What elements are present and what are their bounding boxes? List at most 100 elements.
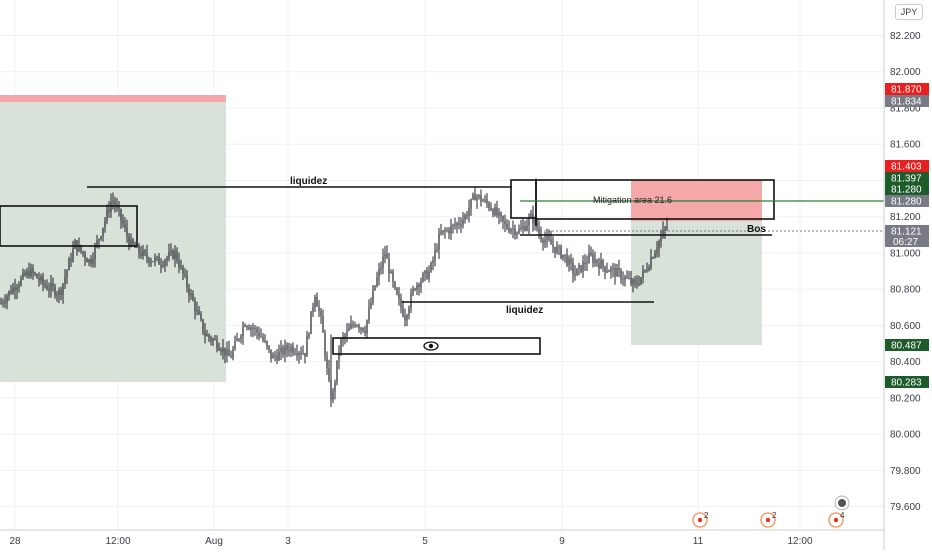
candle-body (438, 233, 440, 251)
candle-body (286, 345, 288, 350)
candle-body (186, 275, 188, 288)
time-axis[interactable]: 28 12:00 Aug 3 5 9 11 12:00 (0, 529, 884, 547)
candle-body (74, 240, 76, 249)
candle-body (446, 229, 448, 231)
candle-body (130, 239, 132, 247)
candle-body (354, 325, 356, 327)
y-tick-label: 79.800 (890, 466, 921, 477)
candle-body (640, 277, 642, 284)
y-tick-label: 80.000 (890, 430, 921, 441)
candle-body (458, 223, 460, 225)
event-markers[interactable]: 2 2 4 (692, 495, 850, 528)
candle-body (178, 260, 180, 268)
candle-body (72, 248, 74, 261)
candle-body (626, 276, 628, 279)
candle-body (270, 349, 272, 359)
price-axis[interactable]: 79.600 79.800 80.000 80.200 80.400 80.600 80.8… (883, 0, 929, 550)
candle-body (24, 272, 26, 276)
candle-body (220, 350, 222, 352)
candle-body (78, 245, 80, 251)
candle-body (176, 250, 178, 261)
candle-body (556, 246, 558, 253)
candle-body (258, 332, 260, 337)
candle-body (508, 228, 510, 232)
candle-body (334, 382, 336, 392)
candle-body (94, 245, 96, 260)
candle-body (16, 287, 18, 291)
candle-body (482, 200, 484, 202)
candle-body (384, 254, 386, 257)
candle-body (610, 268, 612, 272)
candle-body (114, 201, 116, 207)
candle-body (246, 326, 248, 328)
x-tick-label: 11 (693, 536, 704, 547)
candle-body (594, 259, 596, 263)
candle-body (96, 240, 98, 246)
candle-body (612, 267, 614, 269)
box-ob (510, 179, 537, 219)
y-tick-label: 81.800 (890, 103, 921, 114)
candle-body (200, 314, 202, 320)
candle-body (390, 271, 392, 274)
candle-body (160, 264, 162, 266)
candle-body (542, 239, 544, 243)
candle-body (568, 258, 570, 266)
y-tick-label: 80.400 (890, 357, 921, 368)
candle-body (470, 198, 472, 209)
candle-body (244, 326, 246, 328)
candle-body (514, 228, 516, 235)
candle-body (386, 254, 388, 259)
currency-badge[interactable]: JPY (895, 4, 923, 20)
candle-body (158, 256, 160, 265)
candle-body (526, 225, 528, 231)
candle-body (652, 257, 654, 259)
candle-body (70, 259, 72, 261)
candle-body (56, 294, 58, 296)
candle-body (408, 308, 410, 316)
candle-body (664, 228, 666, 231)
candle-body (144, 250, 146, 253)
candle-body (512, 228, 514, 230)
candle-body (648, 267, 650, 271)
candle-body (256, 328, 258, 333)
drawings[interactable]: liquidez liquidez Bos Mitigation area 21.6 (0, 176, 884, 355)
candle-body (18, 285, 20, 288)
candle-body (68, 259, 70, 271)
y-tick-label: 80.200 (890, 393, 921, 404)
candle-body (84, 253, 86, 259)
candle-body (22, 272, 24, 278)
candle-body (92, 259, 94, 264)
candle-body (222, 347, 224, 352)
candle-body (614, 267, 616, 277)
candle-body (50, 283, 52, 290)
candle-body (658, 241, 660, 249)
candle-body (642, 270, 644, 278)
candle-body (622, 279, 624, 281)
candle-body (362, 327, 364, 332)
candle-body (404, 316, 406, 321)
candle-body (624, 276, 626, 280)
candle-body (654, 252, 656, 258)
candle-body (588, 253, 590, 263)
candle-body (380, 267, 382, 270)
candle-body (194, 300, 196, 312)
eye-icon (423, 341, 439, 351)
candle-body (168, 252, 170, 258)
price-tag (885, 195, 929, 207)
candle-body (464, 215, 466, 220)
candle-body (238, 339, 240, 341)
y-tick-label: 82.200 (890, 31, 921, 42)
candle-body (644, 270, 646, 272)
y-tick-label: 79.600 (890, 502, 921, 513)
candle-body (320, 310, 322, 316)
candle-body (332, 391, 334, 400)
candle-body (504, 221, 506, 224)
candle-body (360, 327, 362, 329)
x-tick-label: 3 (285, 536, 291, 547)
candle-body (586, 262, 588, 265)
candle-body (466, 215, 468, 217)
candle-body (616, 268, 618, 277)
candle-body (494, 207, 496, 215)
